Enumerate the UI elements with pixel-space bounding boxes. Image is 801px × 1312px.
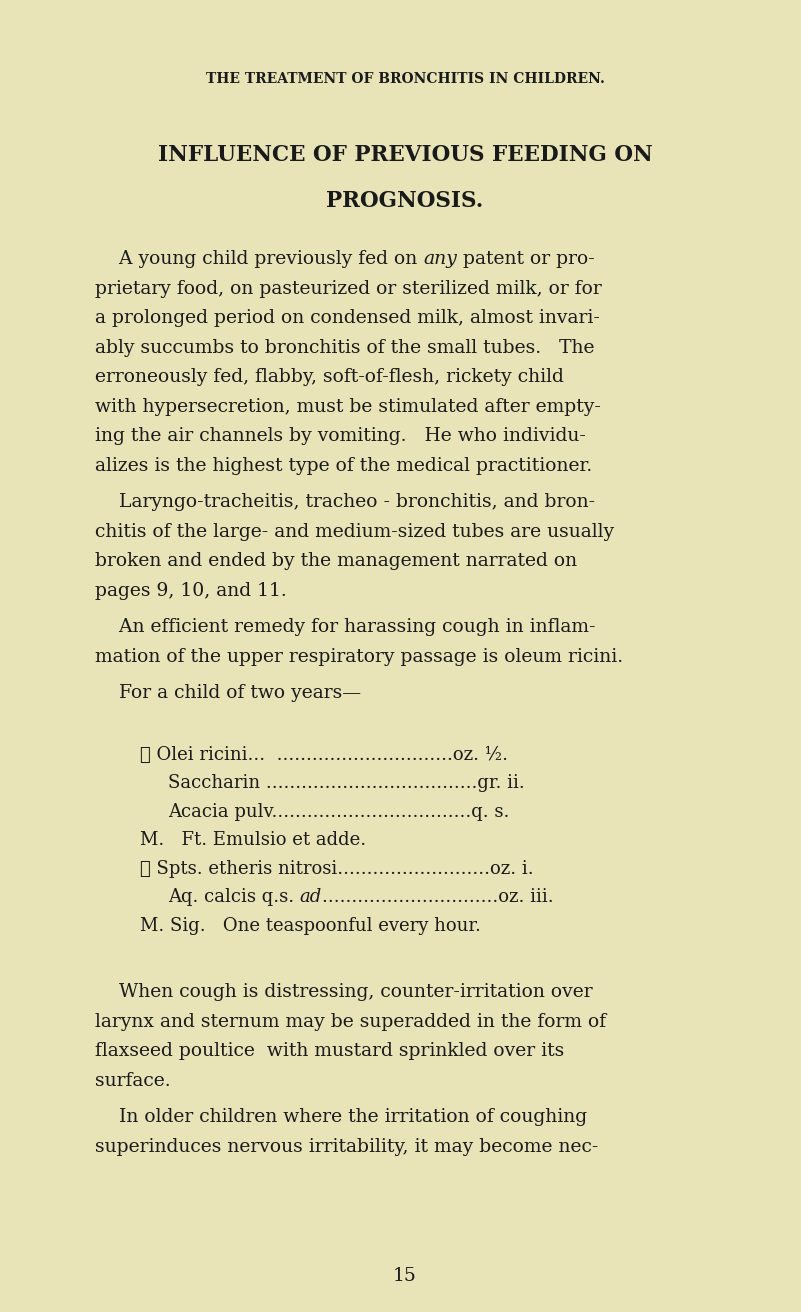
Text: Aq. calcis q.s.: Aq. calcis q.s. — [168, 888, 300, 907]
Text: chitis of the large- and medium-sized tubes are usually: chitis of the large- and medium-sized tu… — [95, 522, 614, 541]
Text: mation of the upper respiratory passage is oleum ricini.: mation of the upper respiratory passage … — [95, 648, 623, 665]
Text: superinduces nervous irritability, it may become nec-: superinduces nervous irritability, it ma… — [95, 1138, 598, 1156]
Text: Saccharin ....................................gr. ii.: Saccharin ..............................… — [168, 774, 525, 792]
Text: with hypersecretion, must be stimulated after empty-: with hypersecretion, must be stimulated … — [95, 398, 601, 416]
Text: patent or pro-: patent or pro- — [457, 251, 595, 268]
Text: ably succumbs to bronchitis of the small tubes.   The: ably succumbs to bronchitis of the small… — [95, 338, 594, 357]
Text: larynx and sternum may be superadded in the form of: larynx and sternum may be superadded in … — [95, 1013, 606, 1030]
Text: alizes is the highest type of the medical practitioner.: alizes is the highest type of the medica… — [95, 457, 592, 475]
Text: THE TREATMENT OF BRONCHITIS IN CHILDREN.: THE TREATMENT OF BRONCHITIS IN CHILDREN. — [206, 72, 605, 87]
Text: 15: 15 — [393, 1267, 417, 1284]
Text: ad: ad — [300, 888, 322, 907]
Text: M.   Ft. Emulsio et adde.: M. Ft. Emulsio et adde. — [140, 830, 366, 849]
Text: surface.: surface. — [95, 1072, 171, 1089]
Text: In older children where the irritation of coughing: In older children where the irritation o… — [95, 1109, 587, 1126]
Text: a prolonged period on condensed milk, almost invari-: a prolonged period on condensed milk, al… — [95, 310, 600, 327]
Text: A young child previously fed on: A young child previously fed on — [95, 251, 423, 268]
Text: Acacia pulv..................................q. s.: Acacia pulv.............................… — [168, 803, 509, 820]
Text: flaxseed poultice  with mustard sprinkled over its: flaxseed poultice with mustard sprinkled… — [95, 1042, 564, 1060]
Text: broken and ended by the management narrated on: broken and ended by the management narra… — [95, 552, 578, 569]
Text: ..............................oz. iii.: ..............................oz. iii. — [322, 888, 553, 907]
Text: erroneously fed, flabby, soft-of-flesh, rickety child: erroneously fed, flabby, soft-of-flesh, … — [95, 367, 564, 386]
Text: M. Sig.   One teaspoonful every hour.: M. Sig. One teaspoonful every hour. — [140, 917, 481, 934]
Text: ℞ Spts. etheris nitrosi..........................oz. i.: ℞ Spts. etheris nitrosi.................… — [140, 859, 533, 878]
Text: prietary food, on pasteurized or sterilized milk, or for: prietary food, on pasteurized or sterili… — [95, 279, 602, 298]
Text: Laryngo-tracheitis, tracheo - bronchitis, and bron-: Laryngo-tracheitis, tracheo - bronchitis… — [95, 493, 595, 510]
Text: PROGNOSIS.: PROGNOSIS. — [326, 190, 484, 213]
Text: When cough is distressing, counter-irritation over: When cough is distressing, counter-irrit… — [95, 983, 593, 1001]
Text: ℞ Olei ricini...  ..............................oz. ½.: ℞ Olei ricini... .......................… — [140, 745, 508, 764]
Text: any: any — [423, 251, 457, 268]
Text: An efficient remedy for harassing cough in inflam-: An efficient remedy for harassing cough … — [95, 618, 595, 636]
Text: pages 9, 10, and 11.: pages 9, 10, and 11. — [95, 581, 287, 600]
Text: For a child of two years—: For a child of two years— — [95, 684, 361, 702]
Text: INFLUENCE OF PREVIOUS FEEDING ON: INFLUENCE OF PREVIOUS FEEDING ON — [158, 144, 652, 167]
Text: ing the air channels by vomiting.   He who individu-: ing the air channels by vomiting. He who… — [95, 426, 586, 445]
